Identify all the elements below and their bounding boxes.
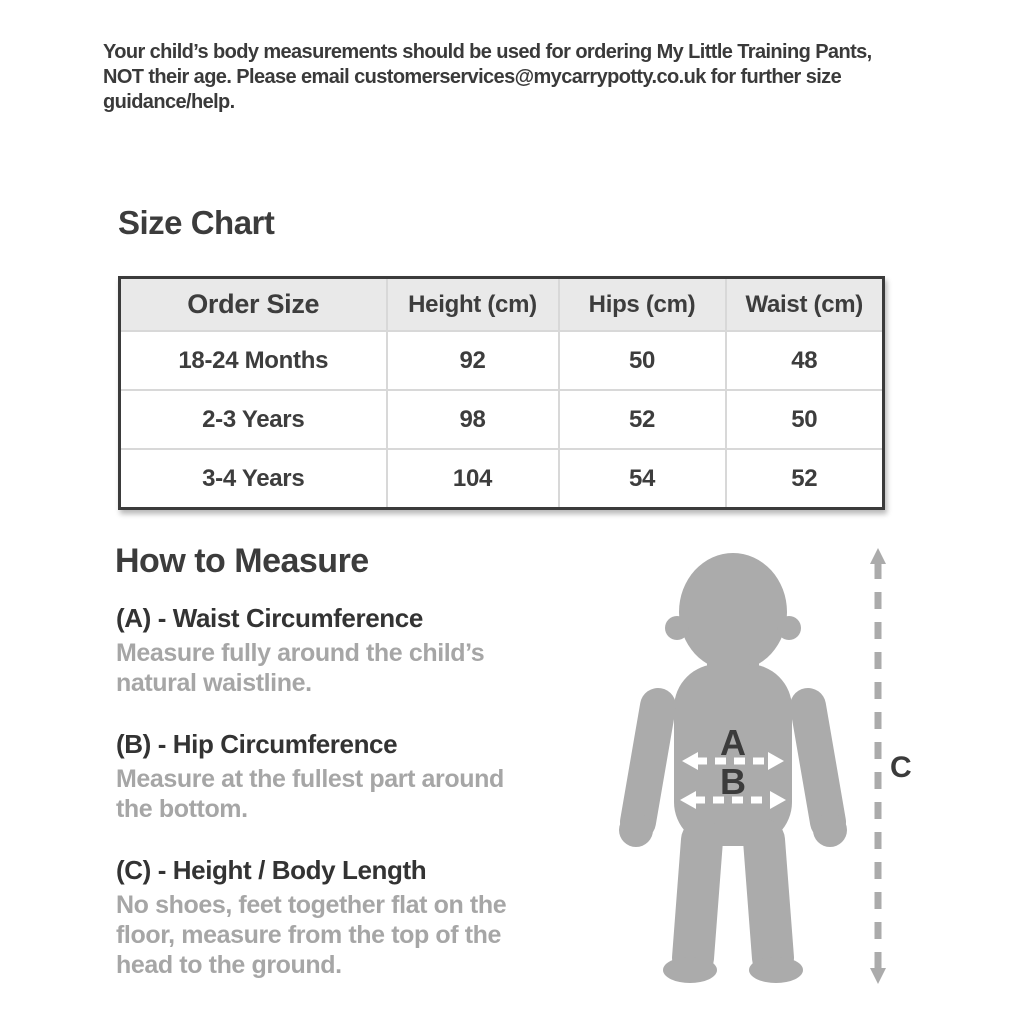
cell-height: 104 (385, 448, 560, 510)
baby-foot-right (749, 957, 803, 983)
baby-hand-left (619, 813, 653, 847)
baby-head (679, 553, 787, 671)
measure-label-waist: (A) - Waist Circumference (116, 603, 423, 633)
measure-label-height: (C) - Height / Body Length (116, 855, 427, 885)
hip-measure-arrow-icon (680, 791, 786, 809)
size-chart-table: Order Size Height (cm) Hips (cm) Waist (… (118, 276, 885, 510)
table-row: 2-3 Years 98 52 50 (118, 389, 885, 450)
cell-hips: 54 (557, 448, 727, 510)
intro-text: Your child’s body measurements should be… (103, 41, 872, 113)
measure-label-hip: (B) - Hip Circumference (116, 729, 398, 759)
cell-waist: 52 (724, 448, 885, 510)
cell-order-size: 2-3 Years (118, 389, 388, 450)
waist-label: A (720, 722, 746, 763)
column-header-height: Height (cm) (385, 276, 560, 332)
baby-ear-right (777, 616, 801, 640)
cell-waist: 48 (724, 330, 885, 391)
hip-label: B (720, 761, 746, 802)
table-header-row: Order Size Height (cm) Hips (cm) Waist (… (118, 276, 885, 332)
measure-description-waist: Measure fully around the child’s natural… (116, 639, 485, 697)
cell-order-size: 18-24 Months (118, 330, 388, 391)
baby-arm-left (620, 688, 676, 840)
measure-item-waist: (A) - Waist Circumference Measure fully … (116, 602, 656, 698)
measure-description-hip: Measure at the fullest part around the b… (116, 765, 504, 823)
measure-description-height: No shoes, feet together flat on the floo… (116, 891, 507, 979)
baby-leg-left (672, 819, 723, 979)
cell-hips: 52 (557, 389, 727, 450)
waist-measure-arrow-icon (682, 752, 784, 770)
measure-item-hip: (B) - Hip Circumference Measure at the f… (116, 728, 656, 824)
cell-height: 98 (385, 389, 560, 450)
size-chart-title: Size Chart (118, 204, 275, 241)
baby-leg-right (743, 819, 794, 979)
measurement-diagram: A B C (619, 548, 912, 984)
height-measure-line-icon (870, 548, 886, 984)
how-to-measure-title: How to Measure (115, 542, 369, 580)
table-row: 3-4 Years 104 54 52 (118, 448, 885, 510)
baby-ear-left (665, 616, 689, 640)
table-row: 18-24 Months 92 50 48 (118, 330, 885, 391)
column-header-hips: Hips (cm) (557, 276, 727, 332)
cell-hips: 50 (557, 330, 727, 391)
height-label: C (890, 751, 912, 784)
baby-hand-right (813, 813, 847, 847)
baby-arm-right (790, 688, 846, 840)
column-header-waist: Waist (cm) (724, 276, 885, 332)
cell-height: 92 (385, 330, 560, 391)
measure-item-height: (C) - Height / Body Length No shoes, fee… (116, 854, 656, 980)
cell-order-size: 3-4 Years (118, 448, 388, 510)
baby-foot-left (663, 957, 717, 983)
column-header-order-size: Order Size (118, 276, 388, 332)
cell-waist: 50 (724, 389, 885, 450)
measure-instructions: (A) - Waist Circumference Measure fully … (116, 602, 656, 1010)
